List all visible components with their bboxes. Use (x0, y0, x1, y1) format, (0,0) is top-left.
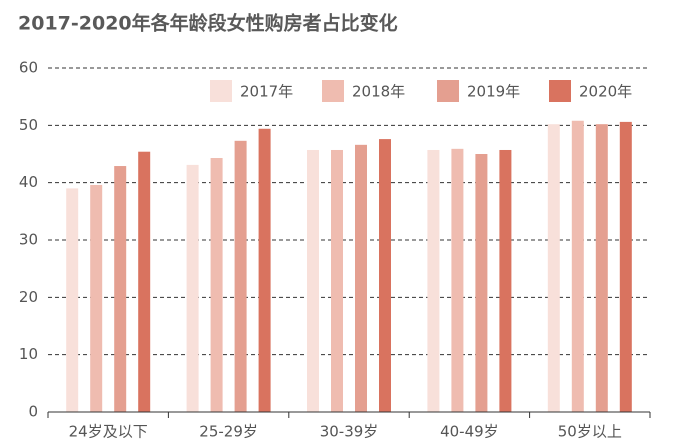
x-tick-label: 30-39岁 (320, 423, 379, 441)
legend-label: 2017年 (240, 83, 293, 101)
bar (475, 154, 488, 412)
y-tick-label: 0 (28, 403, 38, 421)
bar (499, 149, 512, 412)
x-tick-label: 25-29岁 (199, 423, 258, 441)
bar (138, 151, 151, 412)
bar (595, 124, 608, 412)
legend-swatch (549, 80, 571, 102)
bar (571, 120, 584, 412)
legend-label: 2019年 (467, 83, 520, 101)
bar (331, 149, 343, 412)
bar (427, 149, 440, 412)
legend-label: 2020年 (579, 83, 632, 101)
bar (619, 121, 632, 412)
bar (379, 139, 391, 413)
y-tick-label: 30 (19, 231, 38, 249)
y-tick-label: 10 (19, 345, 38, 363)
chart-title: 2017-2020年各年龄段女性购房者占比变化 (18, 12, 398, 35)
legend-swatch (322, 80, 344, 102)
bar (258, 128, 271, 413)
y-tick-label: 40 (19, 173, 38, 191)
y-tick-label: 60 (19, 59, 38, 77)
bar (355, 144, 367, 412)
bar (234, 140, 247, 412)
bar (90, 184, 103, 412)
bar (547, 124, 560, 412)
bar (451, 148, 464, 412)
legend-swatch (437, 80, 459, 102)
y-tick-label: 50 (19, 116, 38, 134)
bar (66, 188, 79, 412)
x-tick-label: 24岁及以下 (69, 423, 148, 441)
legend-label: 2018年 (352, 83, 405, 101)
y-tick-label: 20 (19, 288, 38, 306)
x-tick-label: 40-49岁 (440, 423, 499, 441)
x-tick-label: 50岁以上 (558, 423, 622, 441)
bar (307, 149, 319, 412)
bar (114, 166, 127, 412)
legend-swatch (210, 80, 232, 102)
bar (210, 158, 223, 412)
bar (186, 164, 199, 412)
